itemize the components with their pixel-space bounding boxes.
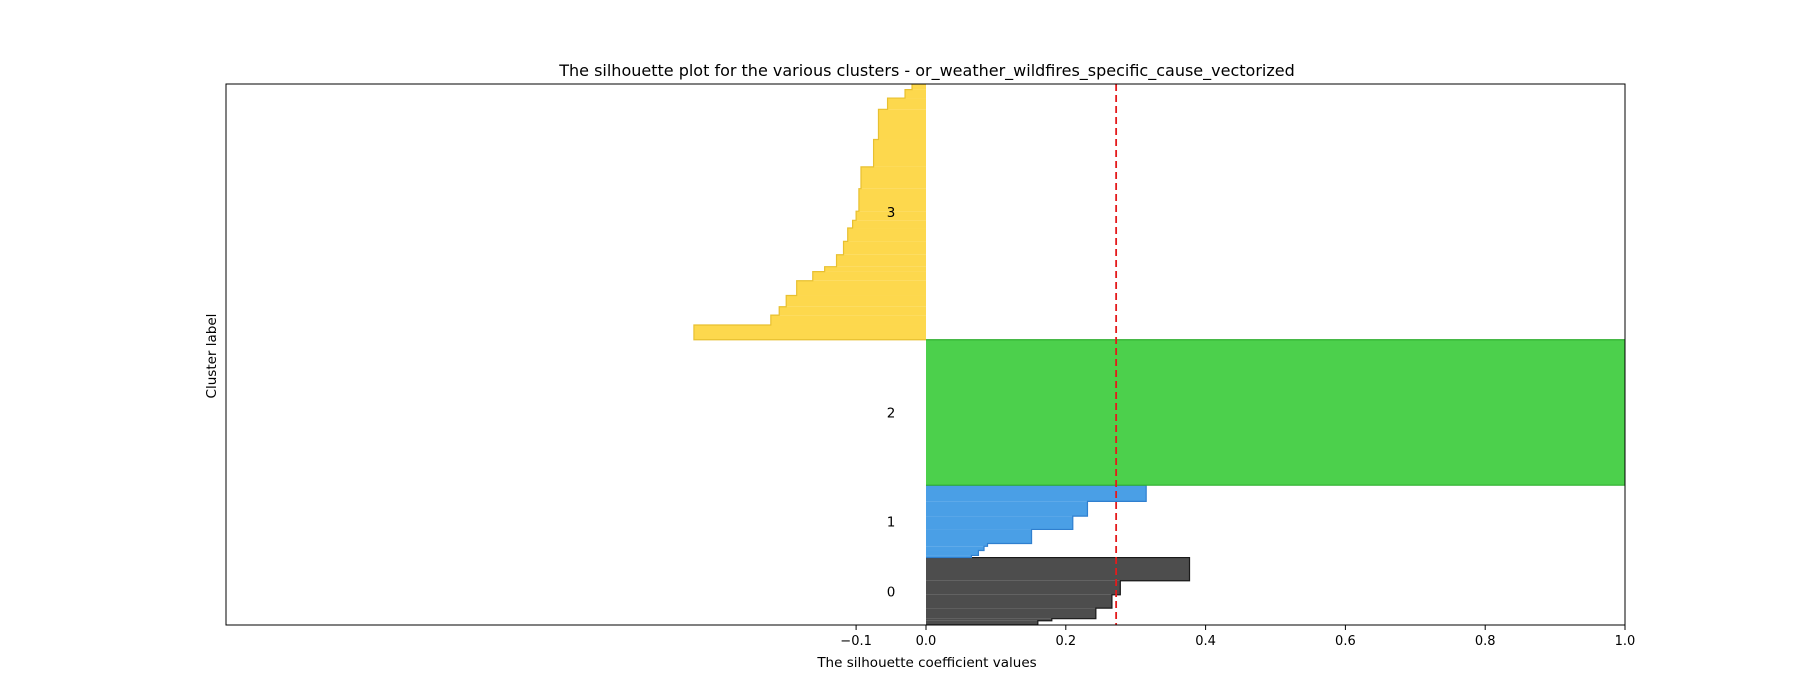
cluster-1-bar-5 <box>926 516 1073 530</box>
cluster-0-bar-5 <box>926 557 1190 581</box>
silhouette-bars <box>693 84 1625 625</box>
cluster-0-bar-3 <box>926 594 1112 609</box>
y-axis-label: Cluster label <box>204 314 220 399</box>
cluster-1-bar-4 <box>926 529 1032 544</box>
cluster-3-bar-5 <box>812 271 926 281</box>
x-tick-label-3: 0.4 <box>1195 634 1216 649</box>
cluster-0-outline <box>926 556 1191 625</box>
cluster-0-group <box>926 556 1191 625</box>
plot-area: 0 1 2 3 −0.1 0.0 0.2 0.4 0.6 0.8 1.0 <box>225 83 1636 649</box>
cluster-1-bar-7 <box>926 485 1147 502</box>
cluster-2-group <box>926 339 1625 486</box>
cluster-0-bar-1 <box>926 618 1052 621</box>
cluster-3-bar-4 <box>796 280 926 296</box>
cluster-3-bar-6 <box>824 266 926 272</box>
cluster-0-bar-0 <box>926 620 1038 625</box>
cluster-2-bar-0 <box>926 339 1625 486</box>
cluster-3-bar-11 <box>856 211 926 221</box>
chart-title: The silhouette plot for the various clus… <box>558 61 1295 81</box>
cluster-0-bar-2 <box>926 608 1096 619</box>
cluster-3-bar-13 <box>860 166 926 189</box>
cluster-1-bar-0 <box>926 555 972 558</box>
x-tick-label-4: 0.6 <box>1335 634 1356 649</box>
cluster-label-3: 3 <box>887 205 896 221</box>
cluster-label-0: 0 <box>887 584 896 600</box>
cluster-3-bar-15 <box>878 109 926 140</box>
x-tick-label-1: 0.0 <box>916 634 937 649</box>
cluster-1-group <box>926 484 1147 559</box>
cluster-3-bar-12 <box>858 188 926 212</box>
cluster-1-bar-1 <box>926 550 979 556</box>
cluster-3-bar-8 <box>843 241 926 255</box>
cluster-3-bar-17 <box>905 89 926 99</box>
cluster-3-bar-2 <box>779 306 926 316</box>
cluster-label-2: 2 <box>887 405 896 421</box>
x-tick-label-0: −0.1 <box>840 634 872 649</box>
cluster-3-bar-9 <box>847 228 926 242</box>
cluster-0-bar-4 <box>926 580 1121 595</box>
x-tick-label-6: 1.0 <box>1615 634 1636 649</box>
cluster-label-1: 1 <box>887 514 896 530</box>
cluster-3-bar-7 <box>836 254 926 267</box>
cluster-3-bar-3 <box>786 295 926 307</box>
cluster-1-outline <box>926 484 1147 559</box>
cluster-3-bar-0 <box>693 324 926 340</box>
cluster-3-bar-16 <box>887 98 926 110</box>
cluster-3-bar-1 <box>770 315 926 325</box>
cluster-2-outline <box>926 339 1625 486</box>
cluster-3-bar-18 <box>912 84 926 90</box>
cluster-3-group <box>693 84 926 341</box>
cluster-1-bar-3 <box>926 543 988 547</box>
x-axis-label: The silhouette coefficient values <box>816 655 1036 671</box>
cluster-1-bar-6 <box>926 501 1088 517</box>
x-tick-label-2: 0.2 <box>1055 634 1076 649</box>
cluster-3-bar-14 <box>873 139 926 167</box>
cluster-3-bar-10 <box>852 220 926 229</box>
x-tick-label-5: 0.8 <box>1475 634 1496 649</box>
cluster-1-bar-2 <box>926 546 985 551</box>
cluster-3-outline <box>693 84 926 341</box>
